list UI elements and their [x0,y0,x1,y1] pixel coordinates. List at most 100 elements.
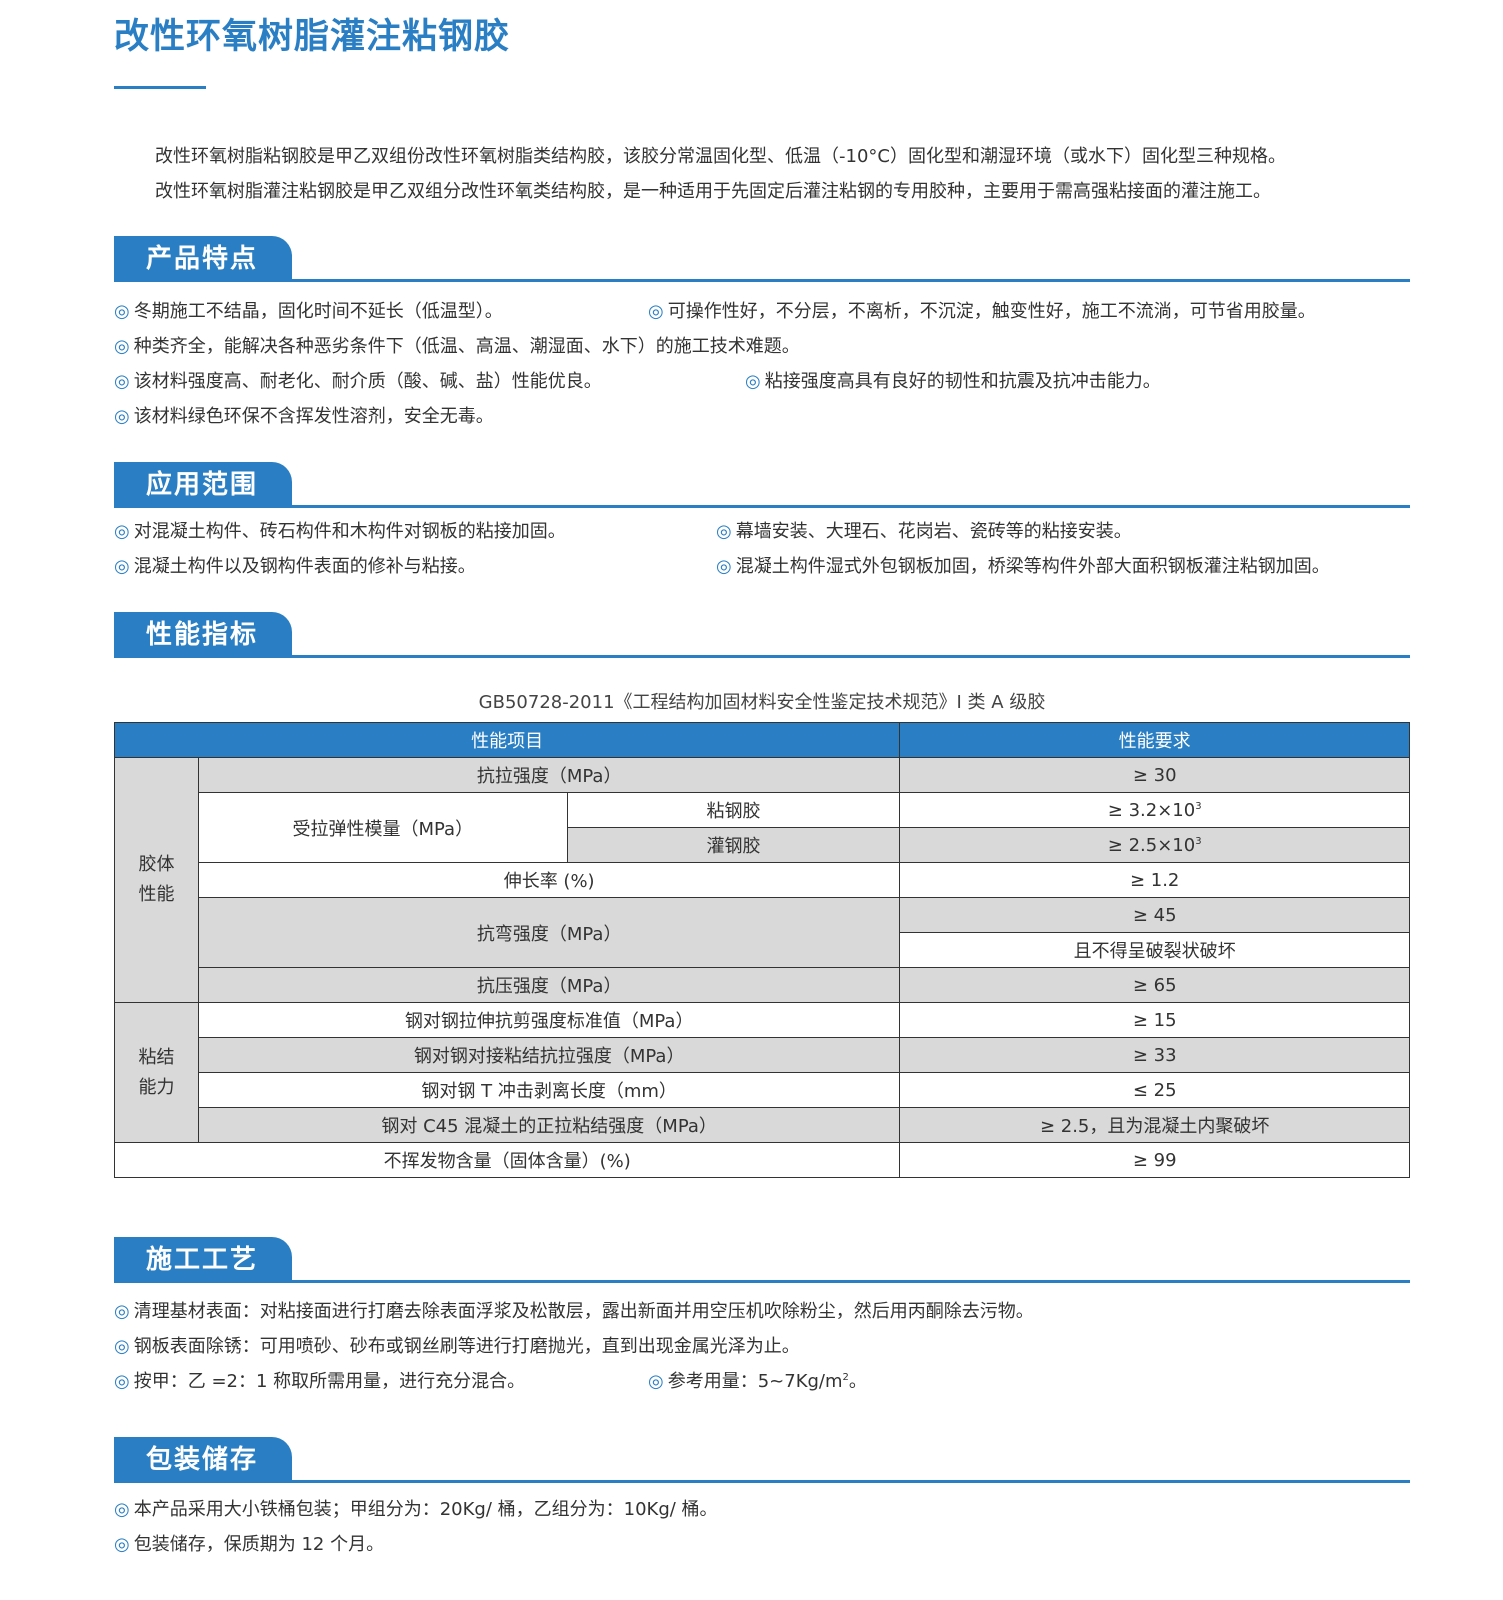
list-item: ◎ 粘接强度高具有良好的韧性和抗震及抗冲击能力。 [745,367,1161,393]
cell: 抗压强度（MPa） [197,967,901,1003]
intro-paragraph: 改性环氧树脂灌注粘钢胶是甲乙双组分改性环氧类结构胶，是一种适用于先固定后灌注粘钢… [155,181,1271,202]
list-item: ◎ 清理基材表面：对粘接面进行打磨去除表面浮浆及松散层，露出新面并用空压机吹除粉尘… [114,1297,1034,1323]
cell: 伸长率 (%) [197,862,901,898]
bullet-icon: ◎ [648,301,664,322]
cell: ≥ 33 [899,1037,1410,1073]
item-text: 粘接强度高具有良好的韧性和抗震及抗冲击能力。 [764,371,1161,392]
item-text: 本产品采用大小铁桶包装；甲组分为：20Kg/ 桶，乙组分为：10Kg/ 桶。 [133,1499,718,1520]
cell: 钢对 C45 混凝土的正拉粘结强度（MPa） [197,1107,901,1143]
table-header-row: 性能项目 性能要求 [113,722,1410,758]
cell: ≥ 30 [899,757,1410,793]
table-row: 钢对钢 T 冲击剥离长度（mm） ≤ 25 [115,1072,1410,1108]
divider [114,505,1410,508]
cell: ≥ 15 [899,1002,1410,1038]
table-row: 不挥发物含量（固体含量）(%) ≥ 99 [113,1142,1410,1178]
section-title: 性能指标 [114,612,292,658]
cell: ≥ 99 [899,1142,1410,1178]
list-item: ◎ 可操作性好，不分层，不离析，不沉淀，触变性好，施工不流淌，可节省用胶量。 [648,297,1316,323]
section-header-features: 产品特点 [114,236,1410,284]
section-header-process: 施工工艺 [114,1237,1410,1285]
divider [114,279,1410,282]
cell: 钢对钢对接粘结抗拉强度（MPa） [197,1037,901,1073]
exponent: 3 [1195,800,1202,812]
cell: 抗弯强度（MPa） [197,897,901,968]
item-text: 清理基材表面：对粘接面进行打磨去除表面浮浆及松散层，露出新面并用空压机吹除粉尘，… [133,1301,1034,1322]
table-row: 伸长率 (%) ≥ 1.2 [115,862,1410,898]
item-text: 。 [848,1371,867,1392]
item-text: 混凝土构件以及钢构件表面的修补与粘接。 [133,556,476,577]
divider [114,1480,1410,1483]
item-text: 钢板表面除锈：可用喷砂、砂布或钢丝刷等进行打磨抛光，直到出现金属光泽为止。 [133,1336,800,1357]
item-text: 按甲：乙 =2：1 称取所需用量，进行充分混合。 [133,1371,526,1392]
cell: ≥ 2.5×103 [899,827,1410,863]
item-text: 包装储存，保质期为 12 个月。 [133,1534,385,1555]
value: ≥ 3.2×10 [1107,799,1196,821]
list-item: ◎ 钢板表面除锈：可用喷砂、砂布或钢丝刷等进行打磨抛光，直到出现金属光泽为止。 [114,1332,800,1358]
item-text: 冬期施工不结晶，固化时间不延长（低温型）。 [133,301,503,322]
cell: 粘钢胶 [566,792,901,828]
group-label: 粘结 能力 [114,1002,199,1143]
section-header-scope: 应用范围 [114,462,1410,510]
cell: 且不得呈破裂状破坏 [899,932,1410,968]
cell: 抗拉强度（MPa） [197,757,901,793]
list-item: ◎ 包装储存，保质期为 12 个月。 [114,1530,384,1556]
table-row: 粘结 能力 钢对钢拉伸抗剪强度标准值（MPa） ≥ 15 [114,1002,1410,1143]
bullet-icon: ◎ [114,521,130,542]
cell: ≥ 45 [899,897,1410,933]
table-row: 抗弯强度（MPa） ≥ 45 [115,897,1410,968]
divider [114,1280,1410,1283]
cell: 钢对钢 T 冲击剥离长度（mm） [197,1072,901,1108]
header-requirement: 性能要求 [899,722,1410,758]
bullet-icon: ◎ [114,1371,130,1392]
item-text: 种类齐全，能解决各种恶劣条件下（低温、高温、潮湿面、水下）的施工技术难题。 [133,336,800,357]
list-item: ◎ 种类齐全，能解决各种恶劣条件下（低温、高温、潮湿面、水下）的施工技术难题。 [114,332,800,358]
bullet-icon: ◎ [114,301,130,322]
cell: 受拉弹性模量（MPa） [197,792,568,863]
list-item: ◎ 混凝土构件湿式外包钢板加固，桥梁等构件外部大面积钢板灌注粘钢加固。 [716,552,1330,578]
cell: 不挥发物含量（固体含量）(%) [113,1142,901,1178]
list-item: ◎ 该材料强度高、耐老化、耐介质（酸、碱、盐）性能优良。 [114,367,602,393]
cell: 灌钢胶 [566,827,901,863]
item-text: 混凝土构件湿式外包钢板加固，桥梁等构件外部大面积钢板灌注粘钢加固。 [735,556,1330,577]
list-item: ◎ 按甲：乙 =2：1 称取所需用量，进行充分混合。 [114,1367,525,1393]
cell: ≤ 25 [899,1072,1410,1108]
item-text: 对混凝土构件、砖石构件和木构件对钢板的粘接加固。 [133,521,566,542]
intro-paragraph: 改性环氧树脂粘钢胶是甲乙双组份改性环氧树脂类结构胶，该胶分常温固化型、低温（-1… [155,146,1286,167]
item-text: 幕墙安装、大理石、花岗岩、瓷砖等的粘接安装。 [735,521,1132,542]
section-title: 产品特点 [114,236,292,282]
bullet-icon: ◎ [114,1301,130,1322]
cell: ≥ 1.2 [899,862,1410,898]
bullet-icon: ◎ [114,1336,130,1357]
bullet-icon: ◎ [114,1534,130,1555]
bullet-icon: ◎ [716,521,732,542]
bullet-icon: ◎ [114,1499,130,1520]
section-title: 应用范围 [114,462,292,508]
bullet-icon: ◎ [114,556,130,577]
header-item: 性能项目 [113,722,901,758]
table-row: 钢对钢对接粘结抗拉强度（MPa） ≥ 33 [115,1037,1410,1073]
section-title: 施工工艺 [114,1237,292,1283]
cell: ≥ 2.5，且为混凝土内聚破坏 [899,1107,1410,1143]
exponent: 3 [1195,835,1202,847]
bullet-icon: ◎ [648,1371,664,1392]
value: ≥ 2.5×10 [1107,834,1196,856]
bullet-icon: ◎ [114,406,130,427]
table-row: 钢对 C45 混凝土的正拉粘结强度（MPa） ≥ 2.5，且为混凝土内聚破坏 [115,1107,1410,1143]
title-underline [114,86,206,89]
item-text: 可操作性好，不分层，不离析，不沉淀，触变性好，施工不流淌，可节省用胶量。 [667,301,1316,322]
table-row: 抗压强度（MPa） ≥ 65 [115,967,1410,1003]
list-item: ◎ 冬期施工不结晶，固化时间不延长（低温型）。 [114,297,503,323]
list-item: ◎ 该材料绿色环保不含挥发性溶剂，安全无毒。 [114,402,494,428]
table-row: 灌钢胶 ≥ 2.5×103 [115,827,1410,863]
bullet-icon: ◎ [114,336,130,357]
list-item: ◎ 本产品采用大小铁桶包装；甲组分为：20Kg/ 桶，乙组分为：10Kg/ 桶。 [114,1495,718,1521]
section-title: 包装储存 [114,1437,292,1483]
bullet-icon: ◎ [114,371,130,392]
item-text: 该材料绿色环保不含挥发性溶剂，安全无毒。 [133,406,494,427]
list-item: ◎ 混凝土构件以及钢构件表面的修补与粘接。 [114,552,476,578]
group-label: 胶体 性能 [114,757,199,1003]
page-title: 改性环氧树脂灌注粘钢胶 [114,17,511,57]
list-item: ◎ 幕墙安装、大理石、花岗岩、瓷砖等的粘接安装。 [716,517,1132,543]
list-item: ◎ 对混凝土构件、砖石构件和木构件对钢板的粘接加固。 [114,517,566,543]
